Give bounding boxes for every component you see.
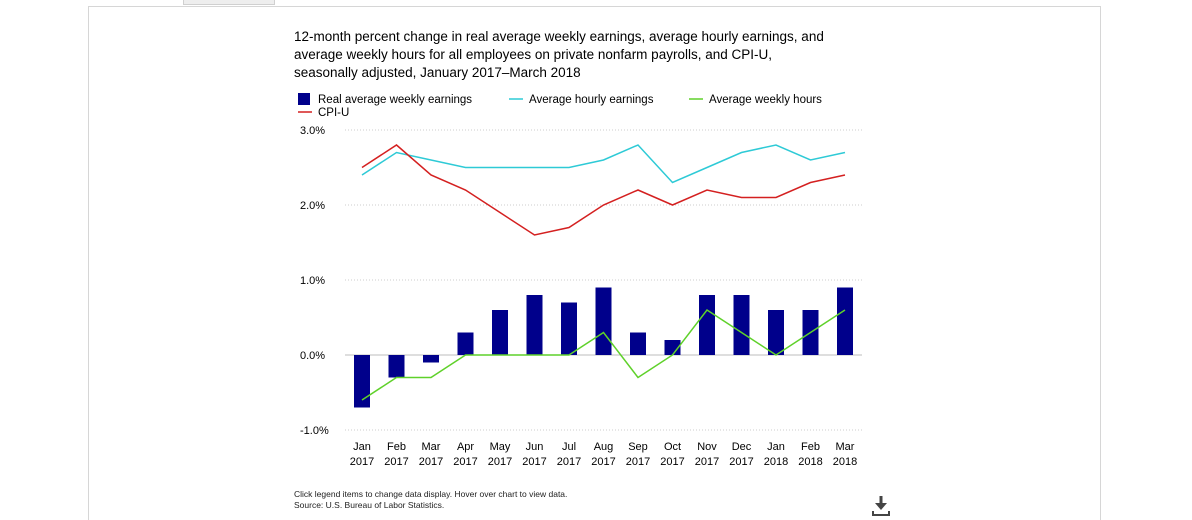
legend-label[interactable]: Average hourly earnings <box>529 94 654 106</box>
line-average-hourly-earnings[interactable] <box>361 144 846 184</box>
title-line: 12-month percent change in real average … <box>294 29 824 44</box>
bar-real-weekly-earnings[interactable] <box>457 332 474 356</box>
download-icon[interactable] <box>871 494 891 518</box>
bar-real-weekly-earnings[interactable] <box>664 340 681 355</box>
x-tick-year: 2017 <box>729 456 753 468</box>
bar-real-weekly-earnings[interactable] <box>595 287 612 356</box>
x-tick-month: Jul <box>562 441 576 453</box>
legend-label[interactable]: Average weekly hours <box>709 94 822 106</box>
x-tick-month: Mar <box>422 441 441 453</box>
y-tick-label: 1.0% <box>300 275 325 287</box>
x-tick-year: 2017 <box>695 456 719 468</box>
source-note: Source: U.S. Bureau of Labor Statistics. <box>294 500 445 510</box>
x-tick-month: Apr <box>457 441 474 453</box>
legend-label[interactable]: Real average weekly earnings <box>318 94 472 106</box>
y-tick-label: 0.0% <box>300 350 325 362</box>
x-tick-year: 2017 <box>453 456 477 468</box>
y-tick-label: 3.0% <box>300 125 325 137</box>
y-tick-label: 2.0% <box>300 200 325 212</box>
x-tick-month: Feb <box>387 441 406 453</box>
title-line: average weekly hours for all employees o… <box>294 47 772 62</box>
x-tick-year: 2017 <box>488 456 512 468</box>
title-line: seasonally adjusted, January 2017–March … <box>294 65 581 80</box>
x-tick-month: Jan <box>353 441 371 453</box>
bar-real-weekly-earnings[interactable] <box>733 295 750 355</box>
x-tick-month: Mar <box>836 441 855 453</box>
x-tick-year: 2017 <box>384 456 408 468</box>
chart-title: 12-month percent change in real average … <box>294 28 884 82</box>
chart-panel <box>88 6 1101 520</box>
bar-real-weekly-earnings[interactable] <box>492 310 508 355</box>
x-tick-month: Sep <box>628 441 648 453</box>
x-tick-month: Jan <box>767 441 785 453</box>
bar-real-weekly-earnings[interactable] <box>768 310 784 355</box>
x-tick-year: 2017 <box>350 456 374 468</box>
x-tick-month: Aug <box>594 441 614 453</box>
x-tick-year: 2017 <box>626 456 650 468</box>
x-tick-year: 2018 <box>798 456 822 468</box>
x-tick-year: 2017 <box>522 456 546 468</box>
tab-stub[interactable] <box>183 0 275 5</box>
instructions-note: Click legend items to change data displa… <box>294 489 568 499</box>
x-tick-month: Oct <box>664 441 681 453</box>
line-cpi-u[interactable] <box>361 144 846 236</box>
bar-real-weekly-earnings[interactable] <box>561 302 577 356</box>
bar-real-weekly-earnings[interactable] <box>630 332 646 356</box>
x-tick-year: 2018 <box>764 456 788 468</box>
legend-label[interactable]: CPI-U <box>318 107 349 119</box>
x-tick-month: Jun <box>526 441 544 453</box>
bar-real-weekly-earnings[interactable] <box>388 355 405 378</box>
x-tick-year: 2017 <box>591 456 615 468</box>
x-tick-year: 2017 <box>419 456 443 468</box>
y-tick-label: -1.0% <box>300 425 329 437</box>
bar-real-weekly-earnings[interactable] <box>699 295 715 355</box>
bar-real-weekly-earnings[interactable] <box>526 295 543 355</box>
bar-real-weekly-earnings[interactable] <box>354 355 370 408</box>
line-average-weekly-hours[interactable] <box>361 308 846 401</box>
x-tick-year: 2017 <box>557 456 581 468</box>
x-tick-year: 2017 <box>660 456 684 468</box>
legend-swatch-bar[interactable] <box>298 93 310 105</box>
x-tick-month: Dec <box>732 441 752 453</box>
x-tick-year: 2018 <box>833 456 857 468</box>
bar-real-weekly-earnings[interactable] <box>837 287 853 356</box>
chart-notes: Click legend items to change data displa… <box>294 489 567 511</box>
x-tick-month: Nov <box>697 441 717 453</box>
bar-real-weekly-earnings[interactable] <box>423 355 439 363</box>
x-tick-month: Feb <box>801 441 820 453</box>
x-tick-month: May <box>490 441 511 453</box>
